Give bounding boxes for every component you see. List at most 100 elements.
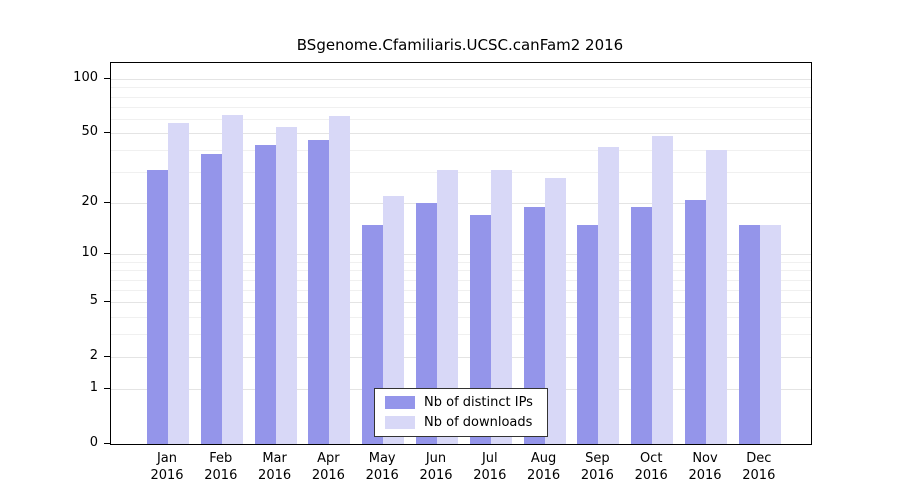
gridline <box>111 290 811 292</box>
bar-downloads-jan <box>168 122 189 444</box>
x-tick-label: May 2016 <box>351 450 413 484</box>
gridline <box>111 203 811 205</box>
y-tick-label: 0 <box>89 435 98 450</box>
y-tick-mark <box>104 202 110 204</box>
gridline <box>111 79 811 80</box>
x-tick-year: 2016 <box>150 468 184 483</box>
y-tick-mark <box>104 132 110 133</box>
bar-downloads-may <box>383 196 405 444</box>
bar-distinct-ips-aug <box>523 207 545 444</box>
y-tick-mark <box>104 78 110 79</box>
bar-distinct-ips-jun <box>416 203 437 444</box>
x-tick-month: Apr <box>317 451 340 466</box>
y-tick-mark <box>104 301 110 303</box>
x-tick-month: Jan <box>156 451 178 466</box>
bar-downloads-dec <box>759 224 781 444</box>
bar-distinct-ips-sep <box>577 224 599 444</box>
bar-distinct-ips-jan <box>147 169 168 444</box>
bar-downloads-apr <box>329 116 351 444</box>
x-tick-month: Dec <box>746 451 772 466</box>
y-tick-label: 5 <box>89 293 98 309</box>
bar-downloads-jul <box>490 169 512 444</box>
x-tick-year: 2016 <box>580 468 614 483</box>
plot-area <box>110 62 812 445</box>
legend-label: Nb of downloads <box>424 415 533 430</box>
gridline <box>111 270 811 272</box>
gridline <box>111 254 811 256</box>
y-tick-label: 20 <box>81 194 98 210</box>
x-tick-label: Mar 2016 <box>244 450 306 484</box>
legend-row: Nb of downloads <box>385 415 533 430</box>
x-tick-label: Feb 2016 <box>190 450 252 484</box>
legend: Nb of distinct IPs Nb of downloads <box>374 388 548 437</box>
x-tick-year: 2016 <box>634 468 668 483</box>
x-tick-year: 2016 <box>742 468 776 483</box>
gridline <box>111 96 811 98</box>
x-tick-year: 2016 <box>365 468 399 483</box>
gridline <box>111 106 811 108</box>
gridline <box>111 334 811 336</box>
gridline <box>111 133 811 134</box>
x-tick-month: Aug <box>530 451 557 466</box>
x-tick-label: Apr 2016 <box>297 450 359 484</box>
y-tick-label: 50 <box>81 124 98 139</box>
x-tick-month: Oct <box>639 451 663 466</box>
x-tick-label: Oct 2016 <box>620 450 682 484</box>
x-tick-label: Dec 2016 <box>728 450 790 484</box>
bar-downloads-nov <box>706 150 727 444</box>
bar-distinct-ips-apr <box>308 139 330 444</box>
gridline <box>111 172 811 174</box>
bar-downloads-mar <box>275 127 297 444</box>
x-tick-month: Nov <box>692 451 718 466</box>
bar-downloads-oct <box>652 136 674 444</box>
y-tick-mark <box>104 388 110 390</box>
x-tick-year: 2016 <box>204 468 238 483</box>
y-tick-mark <box>104 253 110 255</box>
x-tick-month: Sep <box>585 451 610 466</box>
bar-distinct-ips-jul <box>469 215 491 444</box>
gridline <box>111 279 811 281</box>
gridline <box>111 261 811 263</box>
x-tick-month: Jun <box>425 451 447 466</box>
bar-downloads-aug <box>544 177 566 444</box>
legend-label: Nb of distinct IPs <box>424 395 533 410</box>
bar-distinct-ips-dec <box>738 224 760 444</box>
legend-row: Nb of distinct IPs <box>385 395 533 410</box>
gridline <box>111 357 811 359</box>
legend-swatch <box>385 416 415 429</box>
x-tick-label: Nov 2016 <box>674 450 736 484</box>
x-tick-year: 2016 <box>473 468 507 483</box>
x-tick-month: Mar <box>262 451 287 466</box>
x-tick-label: Jul 2016 <box>459 450 521 484</box>
x-tick-year: 2016 <box>311 468 345 483</box>
y-tick-label: 10 <box>81 245 98 261</box>
x-tick-month: Jul <box>481 451 498 466</box>
x-tick-label: Jan 2016 <box>136 450 198 484</box>
x-tick-month: Feb <box>209 451 233 466</box>
x-tick-year: 2016 <box>419 468 453 483</box>
chart-title: BSgenome.Cfamiliaris.UCSC.canFam2 2016 <box>296 36 624 54</box>
y-tick-label: 100 <box>73 70 98 85</box>
x-tick-label: Aug 2016 <box>513 450 575 484</box>
y-tick-mark <box>104 443 110 444</box>
bar-distinct-ips-feb <box>200 154 222 444</box>
x-tick-year: 2016 <box>258 468 292 483</box>
gridline <box>111 302 811 304</box>
bar-downloads-feb <box>221 115 243 444</box>
bar-distinct-ips-oct <box>631 207 653 444</box>
bar-downloads-sep <box>598 146 620 444</box>
y-tick-mark <box>104 356 110 358</box>
gridline <box>111 118 811 120</box>
gridline <box>111 150 811 152</box>
y-tick-label: 1 <box>89 380 98 396</box>
x-tick-label: Sep 2016 <box>566 450 628 484</box>
x-tick-label: Jun 2016 <box>405 450 467 484</box>
x-tick-month: May <box>368 451 396 466</box>
y-tick-label: 2 <box>89 348 98 364</box>
gridline <box>111 87 811 89</box>
legend-swatch <box>385 396 415 409</box>
bar-distinct-ips-mar <box>254 144 276 444</box>
bar-downloads-jun <box>437 169 458 444</box>
x-tick-year: 2016 <box>688 468 722 483</box>
